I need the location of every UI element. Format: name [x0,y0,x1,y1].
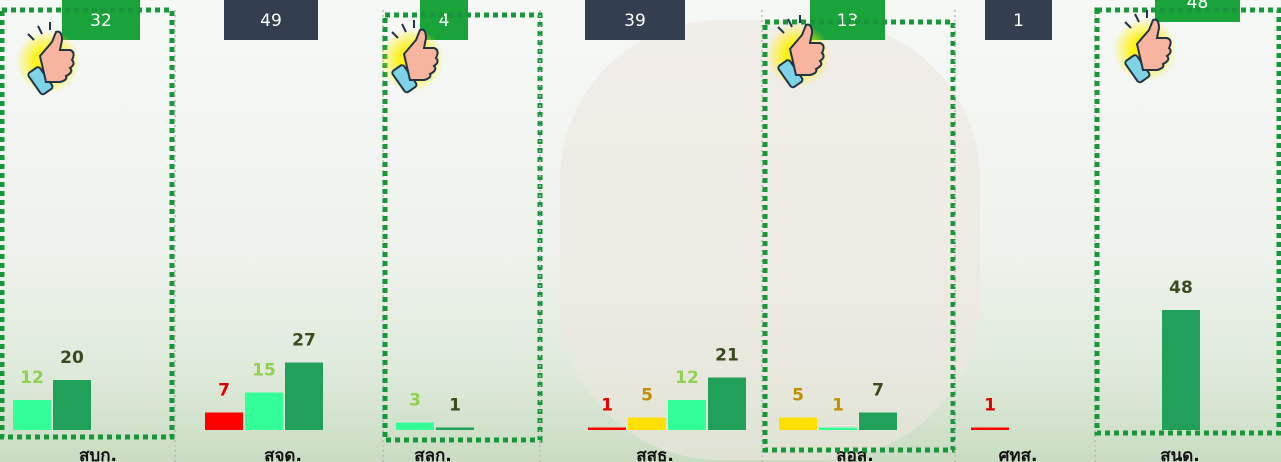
value-label: 1 [449,396,461,416]
bar [628,418,666,431]
value-label: 21 [715,346,739,366]
bar [436,428,474,431]
bar [708,378,746,431]
bar [668,400,706,430]
bar [53,380,91,430]
bar [205,413,243,431]
header-total: 39 [624,11,646,31]
panel-label: สลก. [414,446,452,462]
bar [1162,310,1200,430]
panel-label: สจด. [264,446,302,462]
value-label: 1 [984,396,996,416]
value-label: 7 [218,381,230,401]
bar [285,363,323,431]
background-shape [560,20,980,460]
header-total: 32 [90,11,112,31]
bar [779,418,817,431]
value-label: 20 [60,348,84,368]
value-label: 27 [292,331,316,351]
value-label: 1 [601,396,613,416]
panel-label: สบก. [79,446,117,462]
header-total: 49 [260,11,282,31]
bar [588,428,626,431]
panel-label: สนด. [1160,446,1200,462]
bar [13,400,51,430]
value-label: 48 [1169,278,1193,298]
panel-label: ศทส. [999,446,1038,462]
value-label: 12 [675,368,699,388]
value-label: 7 [872,381,884,401]
bar [971,428,1009,431]
bar [819,428,857,431]
bar [396,423,434,431]
value-label: 12 [20,368,44,388]
value-label: 5 [641,386,653,406]
value-label: 15 [252,361,276,381]
bar [245,393,283,431]
dashboard: 321220สบก.4971527สจด.431สลก.39151221สสธ.… [0,0,1281,462]
bar [859,413,897,431]
value-label: 1 [832,396,844,416]
value-label: 3 [409,391,421,411]
value-label: 5 [792,386,804,406]
header-total: 1 [1013,11,1024,31]
panel-label: สสธ. [636,446,674,462]
